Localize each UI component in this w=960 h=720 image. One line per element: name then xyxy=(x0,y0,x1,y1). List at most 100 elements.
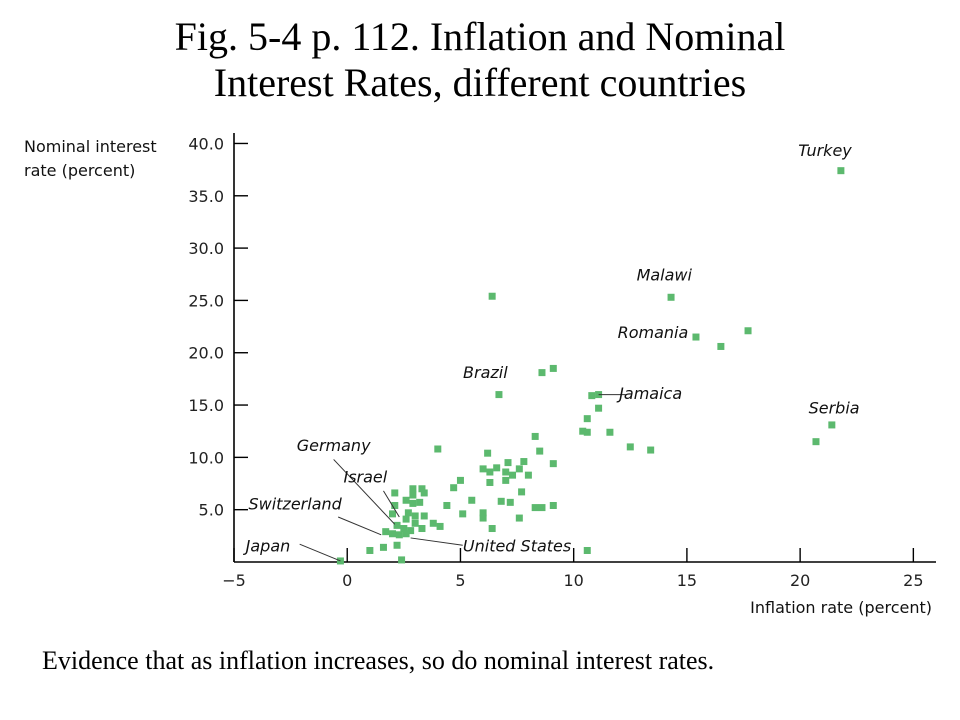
data-point xyxy=(393,521,401,529)
data-point xyxy=(744,327,752,335)
data-point xyxy=(717,342,725,350)
data-point xyxy=(595,404,603,412)
data-point xyxy=(667,293,675,301)
data-point xyxy=(497,497,505,505)
data-point xyxy=(479,514,487,522)
annotation-label: Brazil xyxy=(463,363,508,382)
data-point xyxy=(538,369,546,377)
data-point xyxy=(418,485,426,493)
data-point xyxy=(450,484,458,492)
data-point xyxy=(524,471,532,479)
data-point xyxy=(531,432,539,440)
data-point xyxy=(549,501,557,509)
annotation-label: Romania xyxy=(618,323,689,342)
data-point xyxy=(488,292,496,300)
y-tick-label: 20.0 xyxy=(188,344,224,363)
data-point xyxy=(583,415,591,423)
data-point xyxy=(398,556,406,564)
data-point xyxy=(549,460,557,468)
data-point xyxy=(395,531,403,539)
x-tick-label: 20 xyxy=(790,571,810,590)
x-axis-label: Inflation rate (percent) xyxy=(750,598,932,617)
data-point xyxy=(411,519,419,527)
data-point xyxy=(409,485,417,493)
annotation-leader xyxy=(410,537,463,546)
y-tick-label: 35.0 xyxy=(188,187,224,206)
data-point xyxy=(495,391,503,399)
data-point xyxy=(520,458,528,466)
data-point xyxy=(626,443,634,451)
data-point xyxy=(391,489,399,497)
data-point xyxy=(400,525,408,533)
annotation-leader xyxy=(337,516,382,536)
data-point xyxy=(456,476,464,484)
data-point xyxy=(389,510,397,518)
title-line-1: Fig. 5-4 p. 112. Inflation and Nominal xyxy=(174,14,786,59)
data-point xyxy=(549,364,557,372)
data-point xyxy=(379,543,387,551)
chart-points xyxy=(336,167,845,565)
x-tick-label: 5 xyxy=(455,571,465,590)
data-point xyxy=(407,527,415,535)
data-point xyxy=(531,504,539,512)
scatter-chart: −5 0 5 10 15 20 25 5.0 10.0 15.0 20.0 25.0 30.0 35.0 4… xyxy=(24,133,936,617)
data-point xyxy=(409,491,417,499)
data-point xyxy=(837,167,845,175)
data-point xyxy=(538,504,546,512)
y-axis-label: rate (percent) xyxy=(24,161,135,180)
data-point xyxy=(606,428,614,436)
title-line-2: Interest Rates, different countries xyxy=(213,60,747,105)
data-point xyxy=(393,541,401,549)
data-point xyxy=(391,501,399,509)
chart-annotations: Turkey Malawi Romania Brazil Jamaica Serbia Ge… xyxy=(243,141,860,562)
data-point xyxy=(402,496,410,504)
data-point xyxy=(434,445,442,453)
data-point xyxy=(588,392,596,400)
annotation-label: Switzerland xyxy=(248,495,342,514)
data-point xyxy=(418,525,426,533)
data-point xyxy=(488,525,496,533)
data-point xyxy=(389,530,397,538)
data-point xyxy=(518,488,526,496)
y-tick-label: 15.0 xyxy=(188,396,224,415)
data-point xyxy=(420,489,428,497)
data-point xyxy=(402,515,410,523)
x-tick-label: 0 xyxy=(342,571,352,590)
data-point xyxy=(583,428,591,436)
data-point xyxy=(828,421,836,429)
y-tick-label: 40.0 xyxy=(188,134,224,153)
data-point xyxy=(416,498,424,506)
data-point xyxy=(486,478,494,486)
data-point xyxy=(484,449,492,457)
data-point xyxy=(486,468,494,476)
data-point xyxy=(647,446,655,454)
y-axis-label: Nominal interest xyxy=(24,137,157,156)
data-point xyxy=(515,465,523,473)
data-point xyxy=(459,510,467,518)
data-point xyxy=(468,496,476,504)
data-point xyxy=(420,512,428,520)
annotation-label: Germany xyxy=(297,436,371,455)
data-point xyxy=(382,528,390,536)
y-tick-label: 10.0 xyxy=(188,448,224,467)
annotation-leader xyxy=(333,459,396,525)
data-point xyxy=(409,499,417,507)
y-tick-label: 30.0 xyxy=(188,239,224,258)
slide-caption: Evidence that as inflation increases, so… xyxy=(42,646,715,675)
data-point xyxy=(502,476,510,484)
data-point xyxy=(366,546,374,554)
data-point xyxy=(479,465,487,473)
data-point xyxy=(812,438,820,446)
data-point xyxy=(411,512,419,520)
data-point xyxy=(436,522,444,530)
slide-title: Fig. 5-4 p. 112. Inflation and Nominal I… xyxy=(0,14,960,106)
data-point xyxy=(443,501,451,509)
x-tick-label: −5 xyxy=(222,571,246,590)
annotation-label: Malawi xyxy=(637,266,693,285)
data-point xyxy=(493,464,501,472)
y-tick-label: 5.0 xyxy=(199,501,224,520)
data-point xyxy=(536,447,544,455)
data-point xyxy=(579,427,587,435)
data-point xyxy=(506,498,514,506)
annotation-label: Israel xyxy=(343,467,387,486)
